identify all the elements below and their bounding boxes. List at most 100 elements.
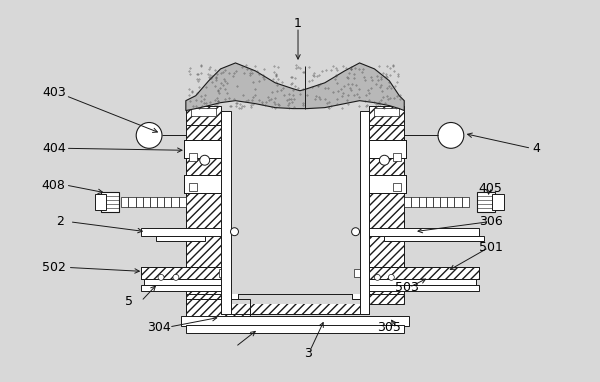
Bar bbox=[370, 279, 476, 285]
Bar bbox=[359, 111, 370, 314]
Bar bbox=[461, 197, 469, 207]
Polygon shape bbox=[186, 63, 404, 111]
Bar bbox=[359, 111, 370, 299]
Bar bbox=[491, 194, 503, 210]
Circle shape bbox=[379, 155, 389, 165]
Bar bbox=[141, 267, 221, 279]
Text: 5: 5 bbox=[125, 295, 133, 308]
Text: 304: 304 bbox=[147, 320, 171, 333]
Bar bbox=[221, 106, 370, 304]
Bar bbox=[353, 269, 362, 277]
Bar bbox=[186, 175, 221, 193]
Bar bbox=[95, 194, 106, 210]
Bar bbox=[141, 285, 224, 291]
Text: 503: 503 bbox=[395, 281, 419, 294]
Text: 305: 305 bbox=[377, 320, 401, 333]
Bar bbox=[477, 192, 494, 212]
Circle shape bbox=[230, 228, 238, 236]
Bar bbox=[370, 267, 479, 279]
Bar bbox=[221, 111, 230, 314]
Bar bbox=[184, 140, 223, 158]
Bar bbox=[150, 197, 157, 207]
Text: 306: 306 bbox=[479, 215, 502, 228]
Text: 501: 501 bbox=[479, 241, 503, 254]
Bar bbox=[370, 228, 479, 236]
Bar bbox=[370, 106, 404, 294]
Circle shape bbox=[438, 123, 464, 148]
Text: 405: 405 bbox=[479, 181, 503, 194]
Bar bbox=[368, 140, 406, 158]
Bar bbox=[221, 294, 370, 314]
Text: 502: 502 bbox=[42, 261, 66, 274]
Text: 403: 403 bbox=[42, 86, 65, 99]
Bar bbox=[179, 197, 186, 207]
Bar bbox=[221, 111, 370, 294]
Bar bbox=[370, 140, 404, 158]
Text: 408: 408 bbox=[42, 178, 66, 191]
Bar bbox=[230, 145, 238, 299]
Bar bbox=[368, 140, 406, 158]
Bar bbox=[121, 197, 128, 207]
Bar bbox=[426, 197, 433, 207]
Bar bbox=[136, 197, 143, 207]
Bar bbox=[368, 175, 406, 193]
Bar bbox=[368, 175, 406, 193]
Bar bbox=[186, 106, 221, 304]
Text: 1: 1 bbox=[294, 17, 302, 30]
Bar bbox=[419, 197, 426, 207]
Bar bbox=[186, 299, 250, 317]
Bar bbox=[141, 267, 221, 279]
Bar bbox=[454, 197, 461, 207]
Bar bbox=[184, 175, 223, 193]
Circle shape bbox=[173, 274, 179, 280]
Bar bbox=[370, 106, 404, 304]
Bar bbox=[385, 236, 484, 241]
Bar bbox=[221, 111, 230, 299]
Bar bbox=[218, 269, 227, 277]
Bar bbox=[141, 228, 221, 236]
Bar bbox=[143, 197, 150, 207]
Bar bbox=[374, 108, 399, 115]
Bar bbox=[191, 108, 215, 115]
Bar bbox=[433, 197, 440, 207]
Text: 404: 404 bbox=[42, 142, 65, 155]
Bar bbox=[157, 197, 164, 207]
Bar bbox=[184, 140, 223, 158]
Bar bbox=[128, 197, 136, 207]
Bar bbox=[184, 175, 223, 193]
Circle shape bbox=[374, 274, 380, 280]
Bar bbox=[186, 140, 221, 158]
Bar bbox=[370, 267, 479, 279]
Bar bbox=[181, 316, 409, 326]
Bar bbox=[404, 197, 412, 207]
Text: 2: 2 bbox=[56, 215, 64, 228]
Bar bbox=[447, 197, 454, 207]
Bar bbox=[101, 192, 119, 212]
Bar bbox=[367, 285, 479, 291]
Circle shape bbox=[388, 274, 394, 280]
Circle shape bbox=[352, 228, 359, 236]
Bar bbox=[370, 175, 404, 193]
Circle shape bbox=[158, 274, 164, 280]
Bar bbox=[189, 183, 197, 191]
Bar bbox=[394, 153, 401, 161]
Bar bbox=[186, 299, 250, 317]
Text: 4: 4 bbox=[532, 142, 540, 155]
Bar bbox=[189, 153, 197, 161]
Bar bbox=[412, 197, 419, 207]
Bar bbox=[156, 236, 205, 241]
Circle shape bbox=[200, 155, 209, 165]
Bar bbox=[352, 145, 359, 299]
Bar bbox=[164, 197, 172, 207]
Circle shape bbox=[136, 123, 162, 148]
Bar bbox=[221, 294, 370, 314]
Bar bbox=[144, 279, 221, 285]
Bar bbox=[370, 106, 404, 125]
Bar bbox=[172, 197, 179, 207]
Bar bbox=[186, 325, 404, 333]
Text: 3: 3 bbox=[304, 347, 312, 360]
Bar bbox=[394, 183, 401, 191]
Bar bbox=[440, 197, 447, 207]
Bar bbox=[186, 106, 221, 125]
Bar bbox=[186, 106, 221, 294]
